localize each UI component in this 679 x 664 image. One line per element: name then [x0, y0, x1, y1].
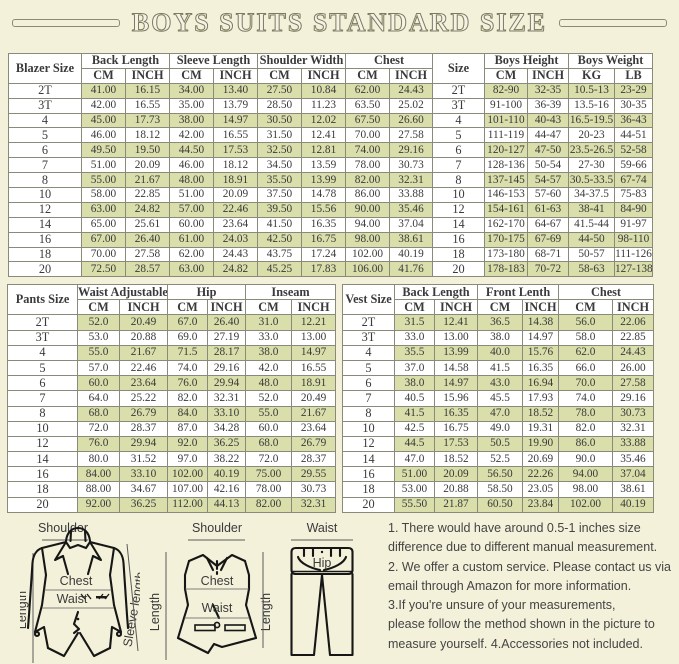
svg-text:Length: Length [259, 593, 273, 631]
svg-text:Sleeve length: Sleeve length [121, 571, 140, 648]
svg-text:Length: Length [148, 593, 162, 631]
svg-text:Shoulder: Shoulder [192, 521, 242, 535]
svg-text:Waist: Waist [202, 601, 233, 615]
svg-text:Waist: Waist [307, 521, 338, 535]
svg-text:Waist: Waist [57, 592, 88, 606]
svg-text:Chest: Chest [201, 574, 234, 588]
svg-text:Hip: Hip [313, 556, 332, 570]
svg-text:Chest: Chest [60, 574, 93, 588]
